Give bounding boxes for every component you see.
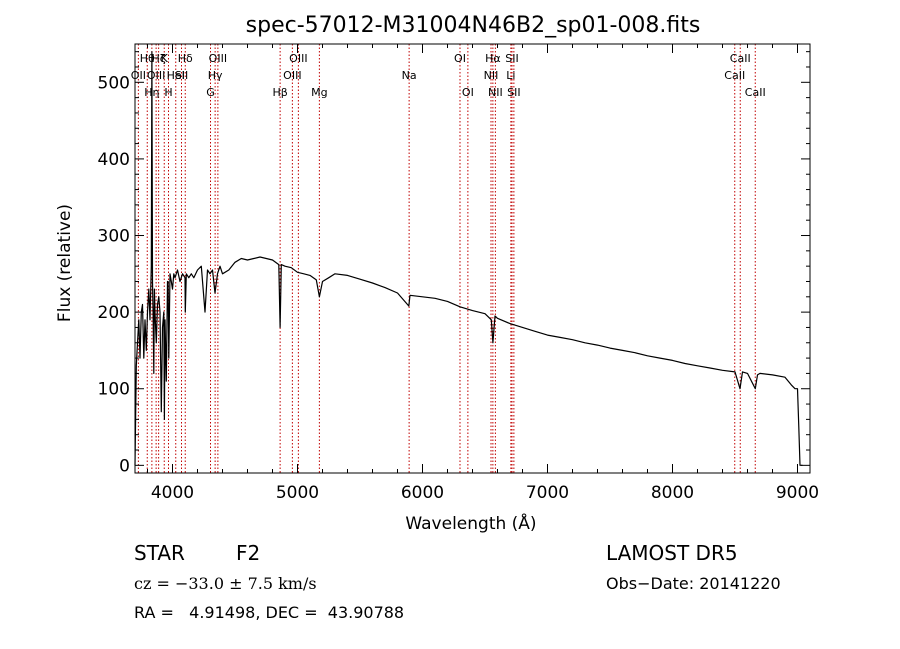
spectral-line-label: OIII	[209, 52, 227, 65]
x-tick-label: 5000	[276, 483, 319, 503]
spectral-line-label: OIII	[147, 69, 165, 82]
x-axis-label: Wavelength (Å)	[405, 512, 536, 534]
spectral-line-label: OI	[462, 86, 474, 99]
y-tick-label: 500	[98, 73, 130, 93]
redshift-cz: cz = −33.0 ± 7.5 km/s	[134, 574, 317, 593]
spectral-line-label: K	[161, 52, 169, 65]
spectral-line-markers	[137, 44, 756, 473]
spectral-line-label: Li	[506, 69, 515, 82]
x-tick-label: 7000	[526, 483, 569, 503]
spectral-line-label: Mg	[311, 86, 327, 99]
spectral-line-label: SII	[175, 69, 188, 82]
y-axis-label: Flux (relative)	[55, 204, 75, 322]
ra-dec: RA = 4.91498, DEC = 43.90788	[134, 603, 405, 622]
y-tick-label: 400	[98, 150, 130, 170]
spectral-line-label: SII	[507, 86, 520, 99]
y-tick-label: 0	[119, 456, 130, 476]
chart-title: spec-57012-M31004N46B2_sp01-008.fits	[246, 13, 701, 38]
spectral-line-label: Hγ	[208, 69, 223, 82]
spectral-line-label: Hβ	[272, 86, 287, 99]
spectral-line-label: HeI	[167, 69, 185, 82]
spectral-line-label: OI	[454, 52, 466, 65]
x-tick-label: 6000	[401, 483, 444, 503]
spectral-line-label: NII	[488, 86, 503, 99]
spectral-line-label: OIII	[289, 52, 307, 65]
plot-frame	[134, 43, 811, 474]
spectral-line-label: Hζ	[151, 52, 165, 65]
object-subclass: F2	[236, 541, 261, 565]
y-tick-label: 300	[98, 227, 130, 247]
spectral-line-label: Hα	[485, 52, 501, 65]
spectral-line-label: CaII	[745, 86, 766, 99]
spectral-line-label: OIII	[283, 69, 301, 82]
spectral-line-label: Hη	[144, 86, 159, 99]
spectral-line-label: H	[164, 86, 172, 99]
spectral-line-label: NII	[484, 69, 499, 82]
spectrum-series	[134, 51, 803, 466]
spectral-line-label: CaII	[730, 52, 751, 65]
obs-date: Obs−Date: 20141220	[606, 574, 781, 593]
spectral-line-label: Hδ	[178, 52, 193, 65]
x-tick-label: 4000	[151, 483, 194, 503]
y-tick-label: 100	[98, 380, 130, 400]
spectral-line-label: G	[206, 86, 215, 99]
x-tick-label: 8000	[651, 483, 694, 503]
spectral-line-label: CaII	[724, 69, 745, 82]
y-tick-label: 200	[98, 303, 130, 323]
spectrum-line	[134, 51, 803, 466]
object-type: STAR	[134, 541, 185, 565]
x-tick-label: 9000	[776, 483, 819, 503]
spectral-line-label: Hθ	[140, 52, 155, 65]
spectral-line-label: Na	[402, 69, 417, 82]
spectral-line-label: SII	[505, 52, 518, 65]
axis-ticks: 4000 5000 6000 7000 8000 9000 0 100 200 300 400 500	[98, 44, 819, 503]
survey-name: LAMOST DR5	[606, 541, 738, 565]
spectral-line-label: OII	[131, 69, 146, 82]
spectral-line-labels: OIIHθHηOIIIHζKHHeISIIHδGHγOIIIHβOIIIOIII…	[131, 52, 766, 99]
